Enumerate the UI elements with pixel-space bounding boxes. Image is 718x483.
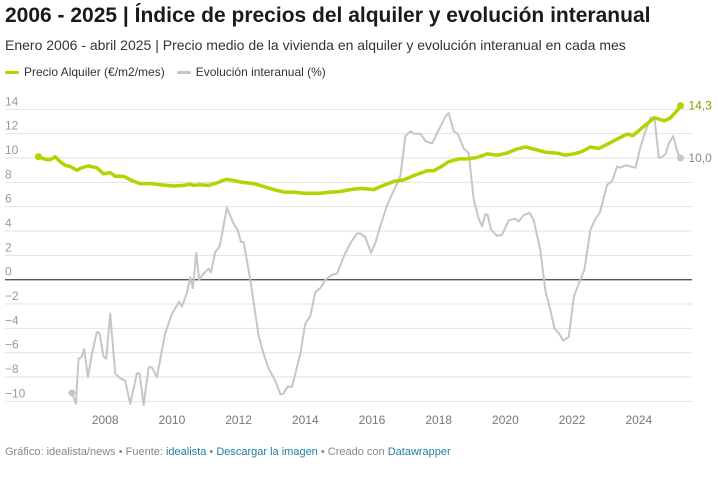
y-tick-label: 6	[5, 192, 12, 206]
legend-label-rent: Precio Alquiler (€/m2/mes)	[24, 65, 165, 79]
chart-title: 2006 - 2025 | Índice de precios del alqu…	[5, 4, 651, 27]
series-end-label-yoy: 10,0	[688, 151, 712, 165]
legend: Precio Alquiler (€/m2/mes) Evolución int…	[5, 65, 326, 79]
footer-created-with: • Creado con	[317, 446, 388, 458]
footer-sep: •	[206, 446, 217, 458]
y-tick-label: −2	[5, 289, 19, 303]
series-end-label-rent: 14,3	[688, 99, 712, 113]
legend-item-rent: Precio Alquiler (€/m2/mes)	[5, 65, 165, 79]
y-tick-label: 8	[5, 167, 12, 181]
x-tick-label: 2010	[159, 413, 186, 427]
legend-swatch-rent	[5, 70, 19, 74]
series-start-point-yoy	[68, 389, 76, 397]
y-tick-label: −4	[5, 313, 19, 327]
y-tick-label: 10	[5, 143, 19, 157]
x-tick-label: 2014	[292, 413, 319, 427]
x-tick-label: 2022	[559, 413, 586, 427]
x-tick-label: 2020	[492, 413, 519, 427]
series-line-rent	[36, 103, 683, 196]
y-tick-label: 4	[5, 216, 12, 230]
x-tick-label: 2012	[225, 413, 252, 427]
x-tick-label: 2016	[359, 413, 386, 427]
y-tick-label: −6	[5, 338, 19, 352]
download-image-link[interactable]: Descargar la imagen	[216, 446, 318, 458]
y-tick-label: −10	[5, 386, 26, 400]
y-tick-label: 2	[5, 240, 12, 254]
footer: Gráfico: idealista/news • Fuente: ideali…	[5, 446, 451, 458]
y-tick-label: 0	[5, 265, 12, 279]
series-end-point-yoy	[676, 154, 684, 162]
x-tick-label: 2018	[425, 413, 452, 427]
x-tick-label: 2008	[92, 413, 119, 427]
datawrapper-link[interactable]: Datawrapper	[387, 446, 451, 458]
footer-credit: Gráfico: idealista/news • Fuente:	[5, 446, 166, 458]
legend-label-yoy: Evolución interanual (%)	[195, 65, 326, 79]
x-tick-label: 2024	[625, 413, 652, 427]
series-start-point-rent	[35, 153, 42, 161]
series-end-point-rent	[676, 102, 684, 110]
y-tick-label: −8	[5, 362, 19, 376]
legend-item-yoy: Evolución interanual (%)	[176, 65, 326, 79]
chart-subtitle: Enero 2006 - abril 2025 | Precio medio d…	[5, 37, 626, 53]
y-tick-label: 12	[5, 119, 19, 133]
y-tick-label: 14	[5, 94, 19, 108]
series-line-yoy	[70, 112, 682, 407]
legend-swatch-yoy	[176, 70, 191, 74]
source-link[interactable]: idealista	[165, 446, 207, 458]
